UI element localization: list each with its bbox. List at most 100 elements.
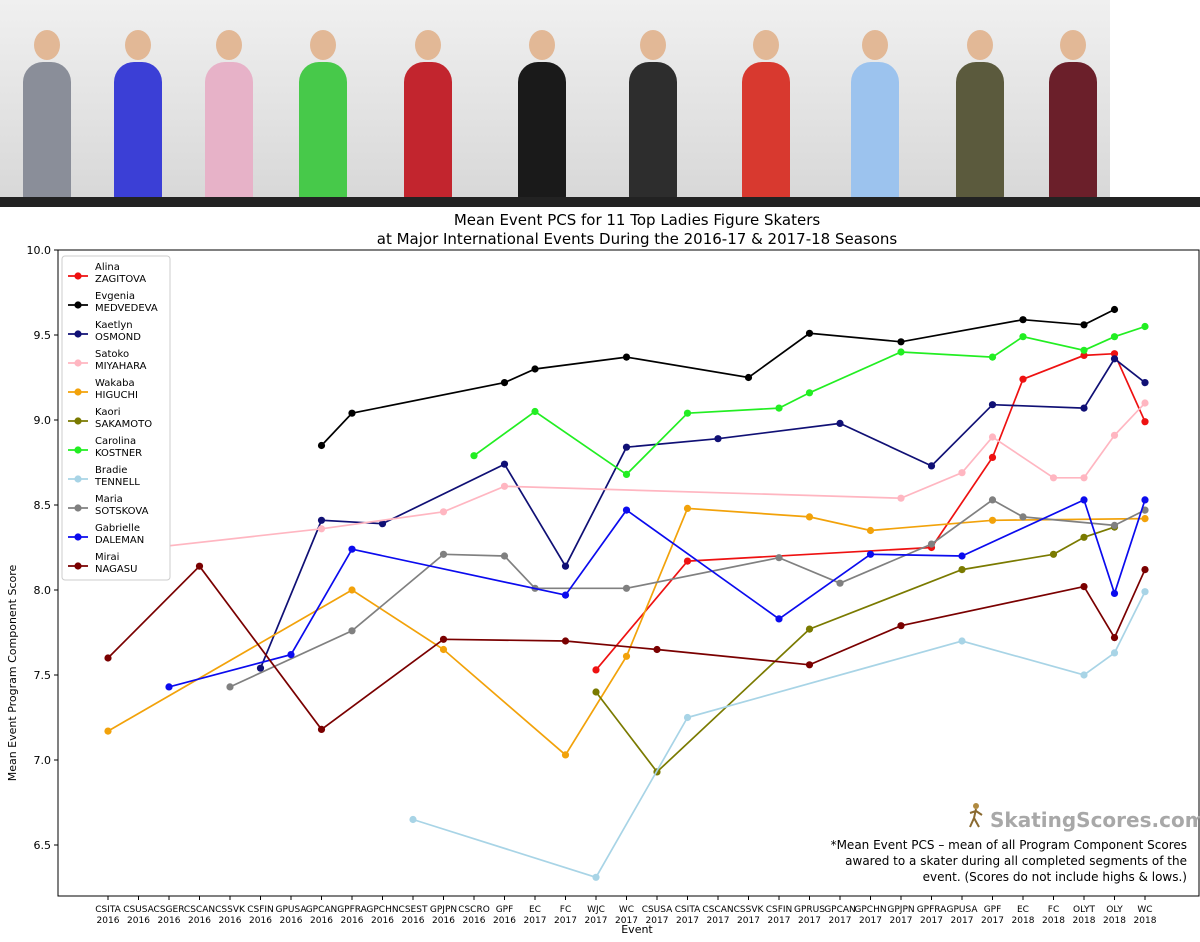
x-tick-label-year: 2017 xyxy=(951,916,974,926)
series-zagitova xyxy=(592,350,1149,674)
x-tick-label-event: CSCAN xyxy=(184,905,215,915)
data-point xyxy=(622,353,631,361)
x-tick-label-year: 2016 xyxy=(310,916,333,926)
data-point xyxy=(317,441,326,450)
pcs-line-chart: Mean Event PCS for 11 Top Ladies Figure … xyxy=(6,211,1200,936)
data-point xyxy=(1080,351,1088,359)
data-point xyxy=(1141,418,1149,426)
series-sotskova xyxy=(226,496,1149,691)
x-tick-label-year: 2017 xyxy=(737,916,760,926)
skater-costume xyxy=(956,62,1004,197)
data-point xyxy=(195,562,204,570)
x-tick-label-event: GPCAN xyxy=(824,905,856,915)
x-tick-label-event: CSSVK xyxy=(734,905,765,915)
footnote-line: event. (Scores do not include highs & lo… xyxy=(923,870,1187,884)
data-point xyxy=(531,365,539,373)
y-tick-label: 10.0 xyxy=(27,244,52,257)
x-tick-label-event: GPUSA xyxy=(275,905,307,915)
legend-label: Alina ZAGITOVA xyxy=(95,262,146,285)
data-point xyxy=(988,453,997,461)
skater-costume xyxy=(1048,62,1097,197)
x-tick-label-year: 2018 xyxy=(1042,916,1065,926)
data-point xyxy=(439,635,448,643)
x-tick-label-year: 2016 xyxy=(127,916,150,926)
x-tick-label-event: CSITA xyxy=(675,905,701,915)
x-tick-label-event: GPCHN xyxy=(854,905,886,915)
skater-costume xyxy=(629,62,677,197)
x-tick-label-event: CSITA xyxy=(95,905,121,915)
data-point xyxy=(165,683,173,691)
data-point xyxy=(927,462,936,470)
x-tick-label-year: 2017 xyxy=(676,916,699,926)
data-point xyxy=(988,516,997,524)
footnote-line: *Mean Event PCS – mean of all Program Co… xyxy=(831,838,1187,852)
series-line xyxy=(412,591,1146,879)
x-tick-label-year: 2016 xyxy=(371,916,394,926)
skater-costume xyxy=(205,62,253,197)
x-tick-label-event: GPF xyxy=(984,905,1002,915)
data-point xyxy=(1141,566,1149,574)
x-axis: CSITA2016CSUSA2016CSGER2016CSCAN2016CSSV… xyxy=(95,896,1157,926)
data-point xyxy=(1141,588,1149,596)
brand-name: SkatingScores.com xyxy=(990,808,1200,832)
x-tick-label-year: 2017 xyxy=(646,916,669,926)
data-point xyxy=(1141,322,1149,331)
x-tick-label-year: 2017 xyxy=(707,916,730,926)
x-tick-label-year: 2017 xyxy=(615,916,638,926)
plot-area xyxy=(57,249,1200,897)
data-point xyxy=(1080,346,1088,354)
data-point xyxy=(1019,333,1027,341)
legend: Alina ZAGITOVA Evgenia MEDVEDEVA Kaetlyn OSMO… xyxy=(61,255,171,581)
data-point xyxy=(958,469,966,477)
data-point xyxy=(622,652,631,660)
legend-swatch-marker xyxy=(74,446,82,454)
x-tick-label-event: EC xyxy=(529,905,541,915)
data-point xyxy=(1141,515,1149,523)
data-point xyxy=(348,545,356,553)
y-tick-label: 8.0 xyxy=(34,584,52,597)
x-tick-label-event: GPFRA xyxy=(337,905,367,915)
legend-label: Wakaba HIGUCHI xyxy=(95,378,138,401)
skater-costume xyxy=(22,62,71,197)
data-point xyxy=(1049,550,1058,558)
data-point xyxy=(1080,321,1088,329)
data-point xyxy=(592,688,600,696)
y-tick-label: 7.5 xyxy=(34,669,52,682)
data-point xyxy=(1019,316,1027,324)
data-point xyxy=(531,407,539,416)
x-tick-label-year: 2016 xyxy=(341,916,364,926)
legend-label: Bradie TENNELL xyxy=(94,465,140,488)
x-tick-label-year: 2017 xyxy=(920,916,943,926)
data-point xyxy=(958,566,966,574)
photo-strip-divider xyxy=(0,197,1200,207)
x-tick-label-event: GPJPN xyxy=(887,905,914,915)
data-point xyxy=(317,725,326,734)
x-tick-label-event: CSGER xyxy=(154,905,185,915)
data-point xyxy=(836,579,844,587)
series-medvedeva xyxy=(317,305,1119,450)
data-point xyxy=(500,552,509,560)
skater-head xyxy=(33,30,60,60)
y-tick-label: 9.0 xyxy=(34,414,52,427)
data-point xyxy=(1110,350,1119,358)
data-point xyxy=(592,666,600,674)
skater-head xyxy=(1059,30,1086,60)
series-kostner xyxy=(470,322,1149,478)
data-point xyxy=(958,637,966,645)
skater-photo xyxy=(707,0,825,197)
data-point xyxy=(592,873,600,881)
skater-photo xyxy=(275,0,371,197)
series-line xyxy=(107,507,1146,757)
data-point xyxy=(622,443,631,451)
data-point xyxy=(988,433,997,441)
x-tick-label-year: 2016 xyxy=(249,916,272,926)
legend-label: Kaetlyn OSMOND xyxy=(95,320,141,343)
data-point xyxy=(1110,589,1119,597)
x-tick-label-event: CSEST xyxy=(399,905,428,915)
legend-swatch-marker xyxy=(74,475,82,483)
data-point xyxy=(622,506,631,514)
x-tick-label-event: OLY xyxy=(1106,905,1123,915)
x-tick-label-year: 2017 xyxy=(768,916,791,926)
x-tick-label-year: 2017 xyxy=(585,916,608,926)
legend-label: Carolina KOSTNER xyxy=(95,436,142,459)
